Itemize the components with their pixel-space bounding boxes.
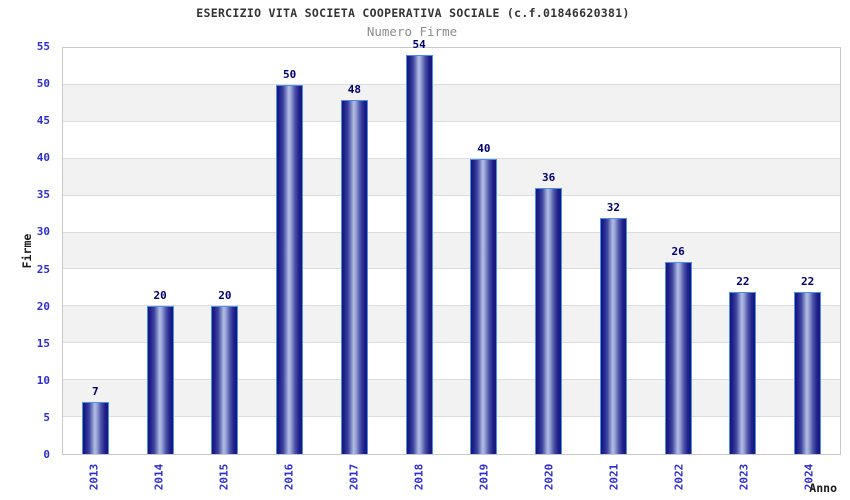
y-tick-20: 20 xyxy=(36,299,50,313)
bar-2015 xyxy=(211,306,239,454)
gridline xyxy=(63,416,840,418)
bar-value-2018: 54 xyxy=(412,38,426,52)
plot-area: 7 20 20 50 48 54 40 36 32 26 22 22 xyxy=(62,39,841,455)
bar-2017 xyxy=(340,99,368,454)
gridline xyxy=(63,268,840,270)
gridline xyxy=(63,379,840,381)
bar-value-2013: 7 xyxy=(92,385,99,399)
plot-band xyxy=(63,343,840,381)
bar-value-2021: 32 xyxy=(606,200,620,214)
y-tick-40: 40 xyxy=(36,151,50,165)
gridline xyxy=(63,342,840,344)
y-tick-50: 50 xyxy=(36,77,50,91)
plot-band xyxy=(63,158,840,196)
chart-subtitle: Numero Firme xyxy=(366,24,458,39)
x-tick-2013: 2013 xyxy=(87,463,101,491)
x-tick-2018: 2018 xyxy=(412,463,426,491)
bar-value-2014: 20 xyxy=(153,289,167,303)
bar-2023 xyxy=(729,291,757,454)
x-tick-2017: 2017 xyxy=(347,463,361,491)
bar-2018 xyxy=(405,55,433,454)
bar-2022 xyxy=(664,262,692,454)
x-tick-2020: 2020 xyxy=(542,463,556,491)
gridline xyxy=(63,194,840,196)
bar-value-2024: 22 xyxy=(801,274,815,288)
bar-2021 xyxy=(599,217,627,454)
bar-2019 xyxy=(470,158,498,454)
bar-value-2015: 20 xyxy=(218,289,232,303)
plot-band xyxy=(63,232,840,270)
gridline xyxy=(63,120,840,122)
x-axis: 2013 2014 2015 2016 2017 2018 2019 2020 2021 2022… xyxy=(62,455,841,500)
bar-value-2020: 36 xyxy=(542,171,556,185)
bar-2020 xyxy=(535,188,563,454)
plot-band xyxy=(63,84,840,122)
plot-band xyxy=(63,48,840,85)
gridline xyxy=(63,305,840,307)
x-tick-2015: 2015 xyxy=(217,463,231,491)
bar-value-2016: 50 xyxy=(283,67,297,81)
y-tick-45: 45 xyxy=(36,114,50,128)
x-tick-2019: 2019 xyxy=(477,463,491,491)
plot-band xyxy=(63,195,840,233)
x-tick-2022: 2022 xyxy=(672,463,686,491)
plot-band xyxy=(63,380,840,418)
bar-value-2019: 40 xyxy=(477,141,491,155)
gridline xyxy=(63,157,840,159)
y-tick-15: 15 xyxy=(36,336,50,350)
x-tick-2014: 2014 xyxy=(152,463,166,491)
bar-value-2017: 48 xyxy=(347,82,361,96)
bar-2016 xyxy=(276,84,304,454)
plot-band xyxy=(63,306,840,344)
bar-2014 xyxy=(146,306,174,454)
x-tick-2023: 2023 xyxy=(737,463,751,491)
chart-title: ESERCIZIO VITA SOCIETA COOPERATIVA SOCIA… xyxy=(196,6,630,20)
gridline xyxy=(63,231,840,233)
plot-band xyxy=(63,269,840,307)
plot-band xyxy=(63,417,840,454)
y-tick-0: 0 xyxy=(43,448,50,461)
plot-band xyxy=(63,121,840,159)
gridline xyxy=(63,83,840,85)
x-axis-title: Anno xyxy=(809,481,837,495)
y-tick-10: 10 xyxy=(36,373,50,387)
y-tick-35: 35 xyxy=(36,188,50,202)
bar-2024 xyxy=(794,291,822,454)
bar-2013 xyxy=(81,402,109,454)
y-tick-55: 55 xyxy=(36,40,50,53)
y-axis: 0 5 10 15 20 25 30 35 40 45 50 55 xyxy=(0,40,62,461)
bar-value-2022: 26 xyxy=(671,245,685,259)
y-tick-30: 30 xyxy=(36,225,50,239)
bar-value-2023: 22 xyxy=(736,274,750,288)
x-tick-2016: 2016 xyxy=(282,463,296,491)
y-tick-5: 5 xyxy=(43,410,50,424)
y-tick-25: 25 xyxy=(36,262,50,276)
x-tick-2021: 2021 xyxy=(607,463,621,491)
